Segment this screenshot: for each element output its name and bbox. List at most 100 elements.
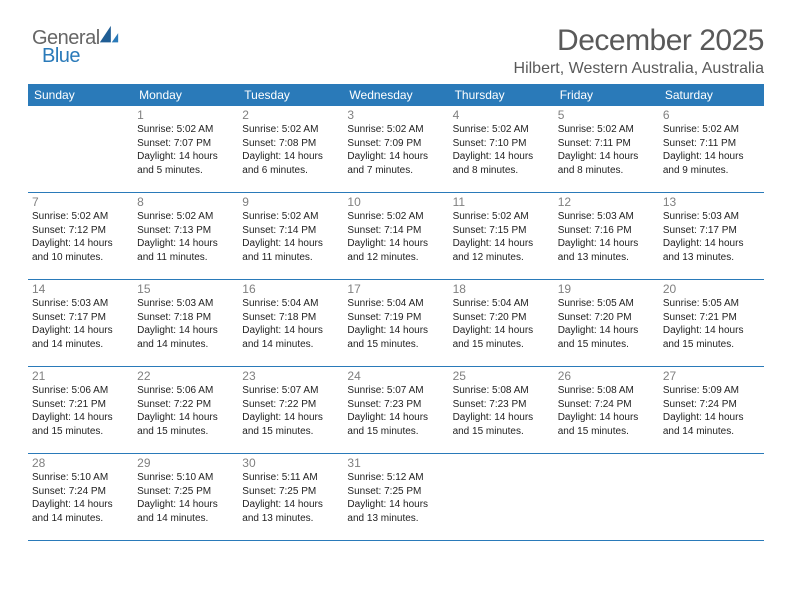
day-number: 18 <box>453 282 550 296</box>
calendar-body: 1Sunrise: 5:02 AMSunset: 7:07 PMDaylight… <box>28 106 764 541</box>
day-number: 17 <box>347 282 444 296</box>
cell-line-ss: Sunset: 7:25 PM <box>242 485 339 499</box>
cell-line-d2: and 14 minutes. <box>663 425 760 439</box>
calendar-cell: 7Sunrise: 5:02 AMSunset: 7:12 PMDaylight… <box>28 193 133 280</box>
calendar-cell: 14Sunrise: 5:03 AMSunset: 7:17 PMDayligh… <box>28 280 133 367</box>
cell-line-sr: Sunrise: 5:10 AM <box>137 471 234 485</box>
cell-line-d2: and 14 minutes. <box>137 338 234 352</box>
cell-line-d1: Daylight: 14 hours <box>453 237 550 251</box>
calendar-cell: 20Sunrise: 5:05 AMSunset: 7:21 PMDayligh… <box>659 280 764 367</box>
cell-line-ss: Sunset: 7:24 PM <box>32 485 129 499</box>
cell-line-d1: Daylight: 14 hours <box>242 411 339 425</box>
cell-line-d1: Daylight: 14 hours <box>137 237 234 251</box>
weekday-header: Saturday <box>659 84 764 106</box>
cell-line-sr: Sunrise: 5:03 AM <box>32 297 129 311</box>
page: General Blue December 2025 Hilbert, West… <box>0 0 792 612</box>
calendar-cell: 26Sunrise: 5:08 AMSunset: 7:24 PMDayligh… <box>554 367 659 454</box>
calendar-cell: 1Sunrise: 5:02 AMSunset: 7:07 PMDaylight… <box>133 106 238 193</box>
cell-line-d2: and 14 minutes. <box>242 338 339 352</box>
cell-line-d2: and 15 minutes. <box>558 425 655 439</box>
weekday-header: Thursday <box>449 84 554 106</box>
weekday-header: Tuesday <box>238 84 343 106</box>
day-number: 16 <box>242 282 339 296</box>
day-number: 3 <box>347 108 444 122</box>
calendar-cell: 11Sunrise: 5:02 AMSunset: 7:15 PMDayligh… <box>449 193 554 280</box>
calendar-cell <box>554 454 659 541</box>
cell-line-d2: and 8 minutes. <box>453 164 550 178</box>
day-number: 12 <box>558 195 655 209</box>
day-number: 27 <box>663 369 760 383</box>
cell-line-d1: Daylight: 14 hours <box>663 324 760 338</box>
cell-line-d2: and 11 minutes. <box>137 251 234 265</box>
cell-line-ss: Sunset: 7:12 PM <box>32 224 129 238</box>
cell-line-d2: and 13 minutes. <box>347 512 444 526</box>
cell-line-d1: Daylight: 14 hours <box>558 237 655 251</box>
day-number: 19 <box>558 282 655 296</box>
cell-line-d2: and 15 minutes. <box>663 338 760 352</box>
day-number: 13 <box>663 195 760 209</box>
cell-line-ss: Sunset: 7:22 PM <box>137 398 234 412</box>
calendar-cell: 10Sunrise: 5:02 AMSunset: 7:14 PMDayligh… <box>343 193 448 280</box>
cell-line-sr: Sunrise: 5:02 AM <box>242 210 339 224</box>
cell-line-d1: Daylight: 14 hours <box>558 324 655 338</box>
calendar-cell: 12Sunrise: 5:03 AMSunset: 7:16 PMDayligh… <box>554 193 659 280</box>
title-block: December 2025 Hilbert, Western Australia… <box>28 24 764 78</box>
cell-line-sr: Sunrise: 5:02 AM <box>558 123 655 137</box>
calendar-week: 28Sunrise: 5:10 AMSunset: 7:24 PMDayligh… <box>28 454 764 541</box>
day-number: 21 <box>32 369 129 383</box>
cell-line-sr: Sunrise: 5:05 AM <box>558 297 655 311</box>
cell-line-ss: Sunset: 7:21 PM <box>663 311 760 325</box>
cell-line-ss: Sunset: 7:14 PM <box>347 224 444 238</box>
cell-line-sr: Sunrise: 5:02 AM <box>347 210 444 224</box>
calendar-week: 7Sunrise: 5:02 AMSunset: 7:12 PMDaylight… <box>28 193 764 280</box>
calendar-cell: 30Sunrise: 5:11 AMSunset: 7:25 PMDayligh… <box>238 454 343 541</box>
day-number: 24 <box>347 369 444 383</box>
cell-line-d2: and 15 minutes. <box>347 338 444 352</box>
cell-line-sr: Sunrise: 5:09 AM <box>663 384 760 398</box>
cell-line-d2: and 8 minutes. <box>558 164 655 178</box>
cell-line-d2: and 7 minutes. <box>347 164 444 178</box>
cell-line-ss: Sunset: 7:10 PM <box>453 137 550 151</box>
calendar-cell <box>659 454 764 541</box>
cell-line-d1: Daylight: 14 hours <box>558 150 655 164</box>
cell-line-sr: Sunrise: 5:03 AM <box>558 210 655 224</box>
cell-line-sr: Sunrise: 5:02 AM <box>453 123 550 137</box>
cell-line-ss: Sunset: 7:08 PM <box>242 137 339 151</box>
calendar-cell: 17Sunrise: 5:04 AMSunset: 7:19 PMDayligh… <box>343 280 448 367</box>
cell-line-d2: and 15 minutes. <box>32 425 129 439</box>
day-number: 5 <box>558 108 655 122</box>
day-number: 9 <box>242 195 339 209</box>
cell-line-sr: Sunrise: 5:11 AM <box>242 471 339 485</box>
day-number: 2 <box>242 108 339 122</box>
cell-line-d2: and 5 minutes. <box>137 164 234 178</box>
day-number: 6 <box>663 108 760 122</box>
cell-line-sr: Sunrise: 5:12 AM <box>347 471 444 485</box>
month-title: December 2025 <box>28 24 764 58</box>
cell-line-d1: Daylight: 14 hours <box>32 237 129 251</box>
cell-line-sr: Sunrise: 5:05 AM <box>663 297 760 311</box>
cell-line-d1: Daylight: 14 hours <box>663 237 760 251</box>
calendar-cell: 5Sunrise: 5:02 AMSunset: 7:11 PMDaylight… <box>554 106 659 193</box>
cell-line-ss: Sunset: 7:20 PM <box>558 311 655 325</box>
cell-line-ss: Sunset: 7:19 PM <box>347 311 444 325</box>
cell-line-d1: Daylight: 14 hours <box>137 150 234 164</box>
cell-line-d1: Daylight: 14 hours <box>242 498 339 512</box>
calendar-cell: 19Sunrise: 5:05 AMSunset: 7:20 PMDayligh… <box>554 280 659 367</box>
day-number: 25 <box>453 369 550 383</box>
cell-line-sr: Sunrise: 5:04 AM <box>453 297 550 311</box>
cell-line-d1: Daylight: 14 hours <box>242 237 339 251</box>
cell-line-d2: and 6 minutes. <box>242 164 339 178</box>
calendar-week: 1Sunrise: 5:02 AMSunset: 7:07 PMDaylight… <box>28 106 764 193</box>
calendar-week: 14Sunrise: 5:03 AMSunset: 7:17 PMDayligh… <box>28 280 764 367</box>
cell-line-sr: Sunrise: 5:02 AM <box>663 123 760 137</box>
calendar-cell: 9Sunrise: 5:02 AMSunset: 7:14 PMDaylight… <box>238 193 343 280</box>
brand-text: General Blue <box>32 24 120 65</box>
calendar-cell <box>449 454 554 541</box>
calendar-cell: 21Sunrise: 5:06 AMSunset: 7:21 PMDayligh… <box>28 367 133 454</box>
cell-line-ss: Sunset: 7:23 PM <box>453 398 550 412</box>
cell-line-ss: Sunset: 7:11 PM <box>663 137 760 151</box>
day-number: 10 <box>347 195 444 209</box>
cell-line-ss: Sunset: 7:13 PM <box>137 224 234 238</box>
cell-line-d1: Daylight: 14 hours <box>663 411 760 425</box>
cell-line-sr: Sunrise: 5:04 AM <box>347 297 444 311</box>
